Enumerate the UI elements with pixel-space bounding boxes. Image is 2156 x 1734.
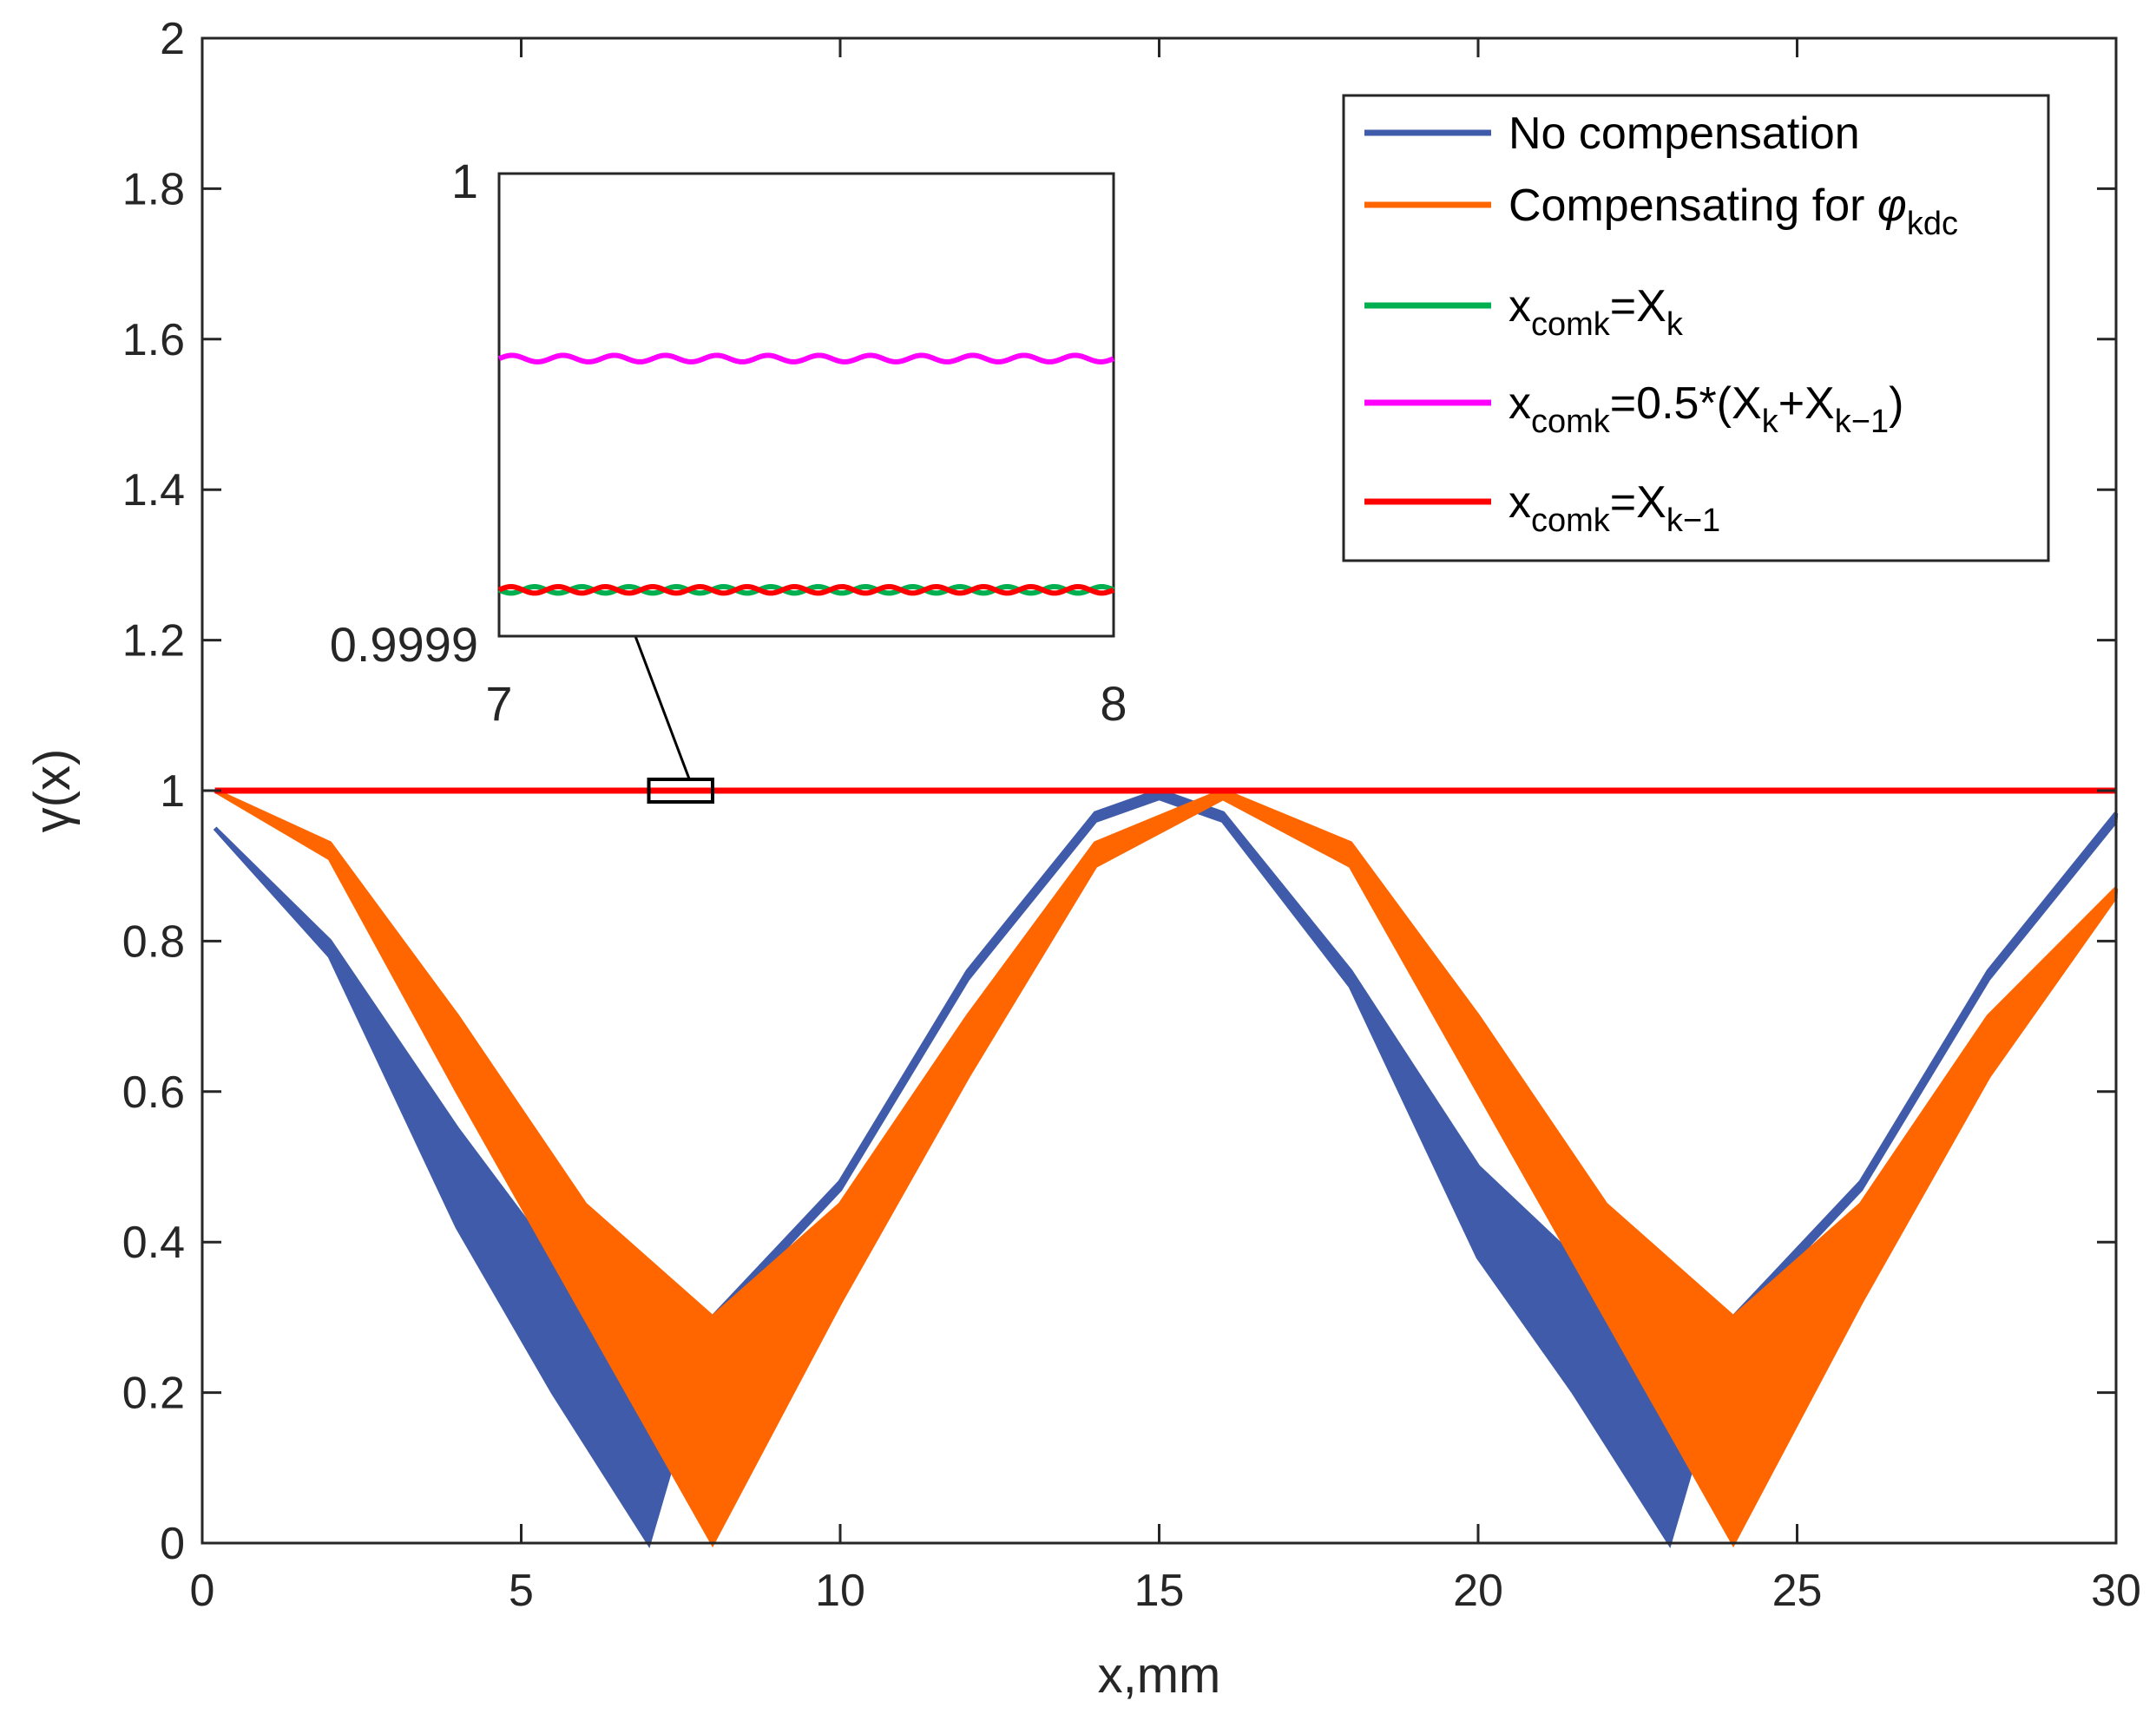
inset-series-0-line bbox=[497, 352, 1115, 365]
inset-y-tick-label: 0.9999 bbox=[330, 617, 478, 672]
legend-label: Compensating for φkdc bbox=[1509, 181, 1958, 242]
legend-label: xcomk=Xk bbox=[1509, 281, 1684, 343]
legend-item: Compensating for φkdc bbox=[1364, 181, 1958, 242]
y-axis: 0 0.2 0.4 0.6 0.8 1 1.2 1.4 1.6 1.8 2 bbox=[122, 14, 2116, 1569]
legend-label: xcomk=0.5*(Xk+Xk−1) bbox=[1509, 378, 1903, 440]
x-tick-label: 0 bbox=[190, 1566, 215, 1616]
y-tick-label: 1.2 bbox=[122, 616, 185, 667]
y-axis-title: γ(x) bbox=[24, 749, 81, 833]
legend-label: No compensation bbox=[1509, 108, 1860, 159]
y-tick-label: 0.6 bbox=[122, 1067, 185, 1118]
x-axis-title: x,mm bbox=[1098, 1647, 1221, 1704]
x-axis: 0 5 10 15 20 25 30 bbox=[190, 38, 2141, 1616]
y-tick-label: 0.4 bbox=[122, 1218, 185, 1268]
inset-x-tick-label: 8 bbox=[1100, 676, 1127, 731]
legend-item: xcomk=0.5*(Xk+Xk−1) bbox=[1364, 378, 1903, 440]
x-tick-label: 20 bbox=[1453, 1566, 1503, 1616]
y-tick-label: 0.2 bbox=[122, 1369, 185, 1419]
series-1-band bbox=[214, 788, 2119, 1548]
inset-frame bbox=[497, 172, 1115, 638]
legend-label: xcomk=Xk−1 bbox=[1509, 477, 1720, 539]
inset-x-tick-label: 7 bbox=[485, 676, 512, 731]
x-tick-label: 10 bbox=[815, 1566, 865, 1616]
y-tick-label: 1.6 bbox=[122, 315, 185, 365]
legend-item: xcomk=Xk−1 bbox=[1364, 477, 1720, 539]
legend-item: xcomk=Xk bbox=[1364, 281, 1684, 343]
zoom-box bbox=[647, 778, 714, 804]
zoom-connector bbox=[634, 635, 691, 780]
series-1-upper-envelope bbox=[214, 788, 2118, 1321]
y-tick-label: 1 bbox=[160, 766, 185, 817]
legend-box bbox=[1342, 94, 2050, 562]
y-tick-label: 1.4 bbox=[122, 465, 185, 516]
legend: No compensation Compensating for φkdc xcom… bbox=[1342, 94, 2050, 562]
inset-zoom-marker bbox=[634, 635, 714, 804]
y-tick-label: 0.8 bbox=[122, 916, 185, 967]
series-1-lower-envelope bbox=[214, 788, 2119, 1548]
x-tick-label: 30 bbox=[2091, 1566, 2141, 1616]
y-tick-label: 1.8 bbox=[122, 164, 185, 214]
y-tick-label: 0 bbox=[160, 1519, 185, 1569]
legend-item: No compensation bbox=[1364, 108, 1860, 159]
x-tick-label: 5 bbox=[509, 1566, 534, 1616]
inset-y-tick-label: 1 bbox=[451, 154, 478, 208]
plot-series bbox=[213, 787, 2119, 1548]
inset-series-2-line bbox=[497, 583, 1115, 596]
y-tick-label: 2 bbox=[160, 14, 185, 64]
x-tick-label: 25 bbox=[1772, 1566, 1823, 1616]
x-tick-label: 15 bbox=[1134, 1566, 1185, 1616]
